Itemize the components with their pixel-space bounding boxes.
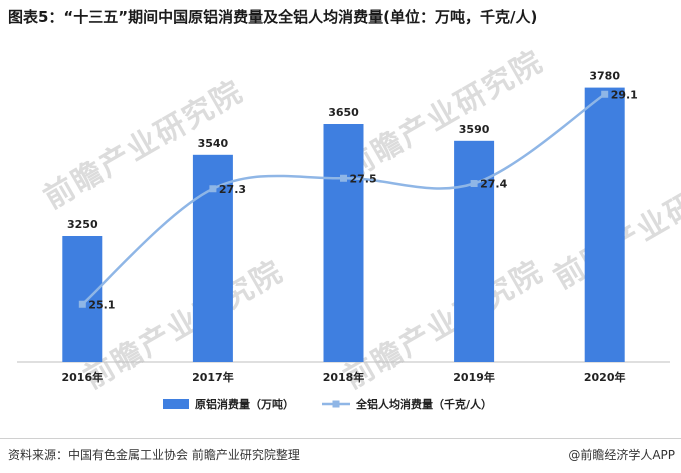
bar [454,140,495,362]
line-data-label: 29.1 [611,88,638,101]
line-data-label: 27.3 [219,183,246,196]
line-data-label: 27.5 [350,172,377,185]
chart-title: 图表5：“十三五”期间中国原铝消费量及全铝人均消费量(单位：万吨，千克/人) [8,8,538,26]
source-note: 资料来源：中国有色金属工业协会 前瞻产业研究院整理 [8,448,300,462]
bar-data-label: 3250 [67,218,98,231]
bar-data-label: 3590 [459,123,490,136]
bar [584,87,625,362]
brand-credit: @前瞻经济学人APP [568,448,675,462]
x-tick-label: 2018年 [323,370,365,384]
footer-divider [0,438,681,439]
bar-data-label: 3780 [589,70,620,83]
x-tick-label: 2019年 [453,370,495,384]
legend-label-line: 全铝人均消费量（千克/人） [355,397,492,411]
x-tick-label: 2017年 [192,370,234,384]
bar [323,124,364,362]
line-point-marker [209,185,217,193]
line-data-label: 27.4 [480,178,507,191]
bar-data-label: 3650 [328,106,359,119]
line-point-marker [340,174,347,182]
legend-label-bar: 原铝消费量（万吨） [195,397,294,411]
legend-swatch-bar [163,399,189,409]
bar [62,236,103,362]
bar-data-label: 3540 [198,137,229,150]
line-point-marker [601,90,609,98]
line-data-label: 25.1 [88,298,115,311]
legend-marker-line [332,400,340,408]
x-tick-label: 2016年 [61,370,103,384]
line-point-marker [78,300,86,308]
line-point-marker [470,180,478,187]
x-tick-label: 2020年 [584,370,626,384]
